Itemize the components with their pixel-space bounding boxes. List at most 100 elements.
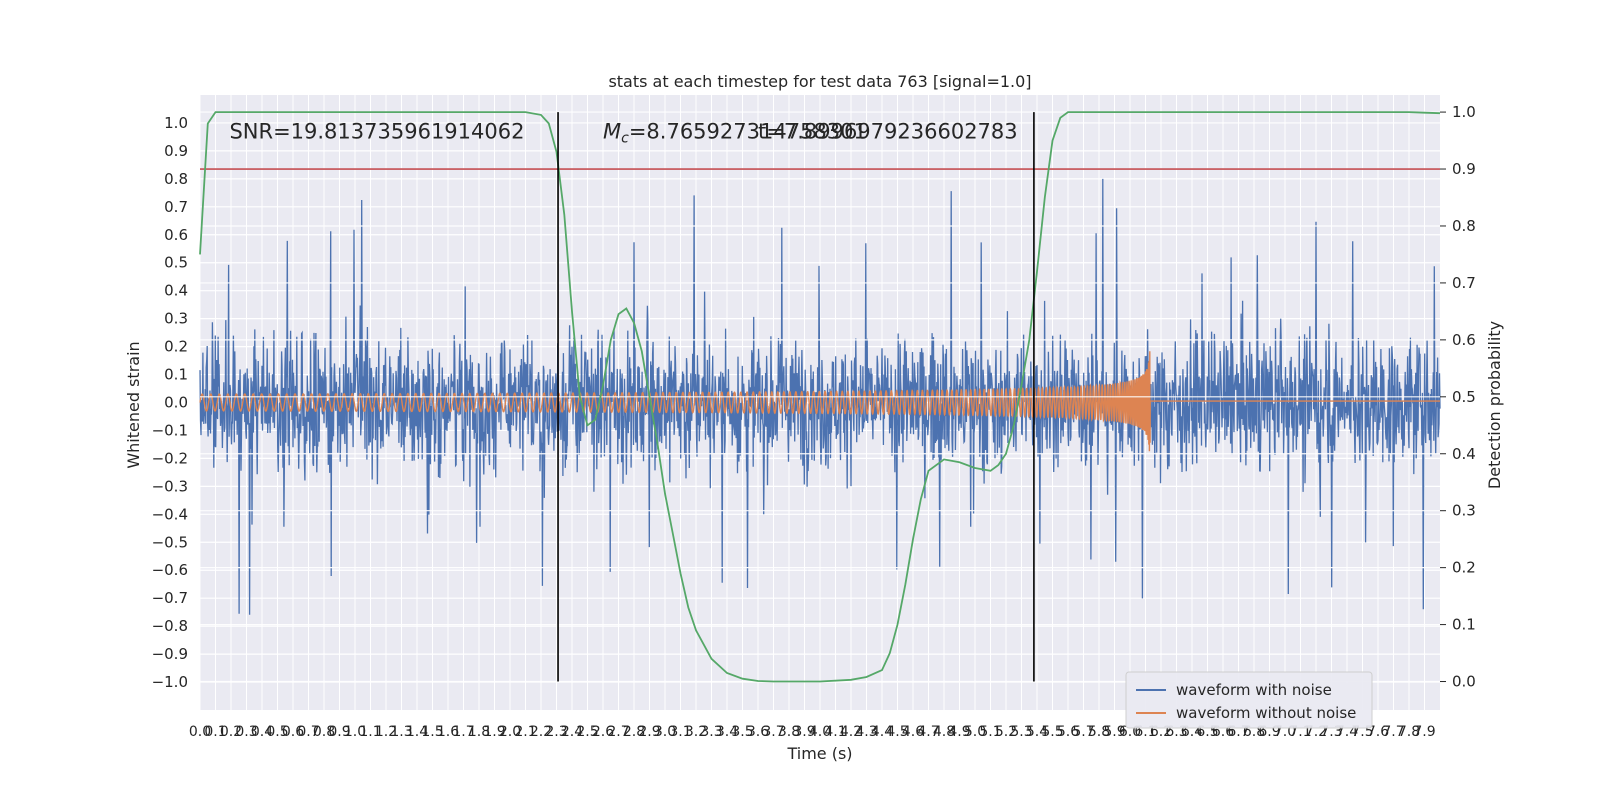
y-tick-label: 0.5 bbox=[164, 254, 188, 272]
y-tick-label: 0.9 bbox=[164, 142, 188, 160]
y-tick-label: 1.0 bbox=[164, 114, 188, 132]
x-tick-label: 2.6 bbox=[592, 724, 614, 740]
x-tick-label: 2.9 bbox=[638, 724, 660, 740]
x-tick-label: 4.1 bbox=[824, 724, 846, 740]
y2-tick-label: 0.9 bbox=[1452, 160, 1476, 178]
x-tick-label: 4.8 bbox=[933, 724, 955, 740]
x-tick-label: 3.0 bbox=[654, 724, 676, 740]
y-tick-label: 0.8 bbox=[164, 170, 188, 188]
x-tick-label: 0.5 bbox=[266, 724, 288, 740]
y-axis-label: Whitened strain bbox=[124, 341, 143, 468]
x-tick-label: 0.7 bbox=[297, 724, 319, 740]
x-tick-label: 3.1 bbox=[669, 724, 691, 740]
y-tick-label: 0.1 bbox=[164, 366, 188, 384]
x-tick-label: 3.9 bbox=[793, 724, 815, 740]
x-tick-label: 3.4 bbox=[716, 724, 738, 740]
series-line-detection-probability bbox=[199, 111, 1441, 683]
x-tick-label: 2.4 bbox=[561, 724, 583, 740]
x-tick-label: 5.2 bbox=[995, 724, 1017, 740]
y-tick-label: −0.7 bbox=[152, 589, 188, 607]
x-tick-label: 4.4 bbox=[871, 724, 893, 740]
x-tick-label: 5.1 bbox=[979, 724, 1001, 740]
x-tick-label: 1.2 bbox=[375, 724, 397, 740]
x-tick-label: 2.2 bbox=[530, 724, 552, 740]
x-tick-label: 3.8 bbox=[778, 724, 800, 740]
x-tick-label: 7.7 bbox=[1382, 724, 1404, 740]
y2-tick-label: 0.3 bbox=[1452, 502, 1476, 520]
x-tick-label: 1.1 bbox=[359, 724, 381, 740]
x-tick-label: 2.1 bbox=[514, 724, 536, 740]
y-tick-label: −0.6 bbox=[152, 561, 188, 579]
x-tick-label: 1.0 bbox=[344, 724, 366, 740]
x-tick-label: 0.2 bbox=[220, 724, 242, 740]
x-axis-label: Time (s) bbox=[786, 744, 852, 763]
x-tick-label: 0.6 bbox=[282, 724, 304, 740]
y2-tick-label: 0.0 bbox=[1452, 673, 1476, 691]
x-tick-label: 7.8 bbox=[1398, 724, 1420, 740]
x-tick-label: 2.5 bbox=[576, 724, 598, 740]
legend: waveform with noise waveform without nois… bbox=[1125, 671, 1373, 729]
probability-series-layer bbox=[199, 111, 1441, 683]
x-tick-label: 3.6 bbox=[747, 724, 769, 740]
y2-tick-label: 0.5 bbox=[1452, 388, 1476, 406]
y-tick-label: −0.8 bbox=[152, 617, 188, 635]
y2-tick-label: 0.4 bbox=[1452, 445, 1476, 463]
x-tick-label: 0.4 bbox=[251, 724, 273, 740]
x-tick-label: 5.5 bbox=[1041, 724, 1063, 740]
annotations-layer: SNR=19.813735961914062 Mc=8.7659273147583… bbox=[229, 119, 1017, 146]
series-line-waveform-without-noise bbox=[199, 351, 1440, 452]
x-tick-label: 5.8 bbox=[1088, 724, 1110, 740]
annotation-text: SNR=19.813735961914062 bbox=[229, 119, 524, 143]
x-tick-label: 4.0 bbox=[809, 724, 831, 740]
x-tick-label: 5.0 bbox=[964, 724, 986, 740]
x-tick-label: 2.3 bbox=[545, 724, 567, 740]
x-tick-label: 1.3 bbox=[390, 724, 412, 740]
x-tick-label: 5.7 bbox=[1072, 724, 1094, 740]
legend-box bbox=[1125, 671, 1373, 729]
y2-tick-label: 0.7 bbox=[1452, 274, 1476, 292]
x-tick-label: 0.1 bbox=[204, 724, 226, 740]
x-tick-label: 0.9 bbox=[328, 724, 350, 740]
x-tick-label: 1.9 bbox=[483, 724, 505, 740]
x-tick-label: 0.3 bbox=[235, 724, 257, 740]
x-tick-label: 3.2 bbox=[685, 724, 707, 740]
x-tick-label: 1.5 bbox=[421, 724, 443, 740]
x-tick-label: 2.0 bbox=[499, 724, 521, 740]
y2-tick-label: 0.8 bbox=[1452, 217, 1476, 235]
y2-tick-label: 0.1 bbox=[1452, 616, 1476, 634]
y-tick-label: −0.2 bbox=[152, 449, 188, 467]
y2-tick-label: 0.6 bbox=[1452, 331, 1476, 349]
x-tick-label: 1.6 bbox=[437, 724, 459, 740]
x-tick-label: 0.0 bbox=[189, 724, 211, 740]
x-tick-label: 5.4 bbox=[1026, 724, 1048, 740]
x-tick-label: 1.7 bbox=[452, 724, 474, 740]
y-tick-label: 0.0 bbox=[164, 394, 188, 412]
x-tick-label: 3.3 bbox=[700, 724, 722, 740]
x-tick-label: 4.6 bbox=[902, 724, 924, 740]
annotation-text: t=7.8996979236602783 bbox=[758, 119, 1018, 143]
y2-tick-label: 0.2 bbox=[1452, 559, 1476, 577]
x-tick-label: 3.5 bbox=[731, 724, 753, 740]
y-tick-label: −0.3 bbox=[152, 477, 188, 495]
x-tick-label: 5.6 bbox=[1057, 724, 1079, 740]
annotation-text: Mc=8.765927314758301 bbox=[603, 119, 867, 146]
x-tick-label: 4.5 bbox=[886, 724, 908, 740]
x-tick-label: 1.8 bbox=[468, 724, 490, 740]
x-tick-label: 5.9 bbox=[1103, 724, 1125, 740]
y2-tick-label: 1.0 bbox=[1452, 103, 1476, 121]
x-tick-label: 7.9 bbox=[1413, 724, 1435, 740]
x-tick-label: 4.2 bbox=[840, 724, 862, 740]
y2-axis-label: Detection probability bbox=[1485, 321, 1504, 489]
clean-series-layer bbox=[199, 351, 1440, 452]
x-tick-label: 3.7 bbox=[762, 724, 784, 740]
x-tick-label: 1.4 bbox=[406, 724, 428, 740]
legend-label: waveform with noise bbox=[1176, 681, 1332, 699]
x-tick-label: 0.8 bbox=[313, 724, 335, 740]
x-tick-label: 2.7 bbox=[607, 724, 629, 740]
x-tick-label: 5.3 bbox=[1010, 724, 1032, 740]
x-tick-label: 4.7 bbox=[917, 724, 939, 740]
y-tick-label: 0.3 bbox=[164, 310, 188, 328]
x-tick-label: 7.6 bbox=[1367, 724, 1389, 740]
